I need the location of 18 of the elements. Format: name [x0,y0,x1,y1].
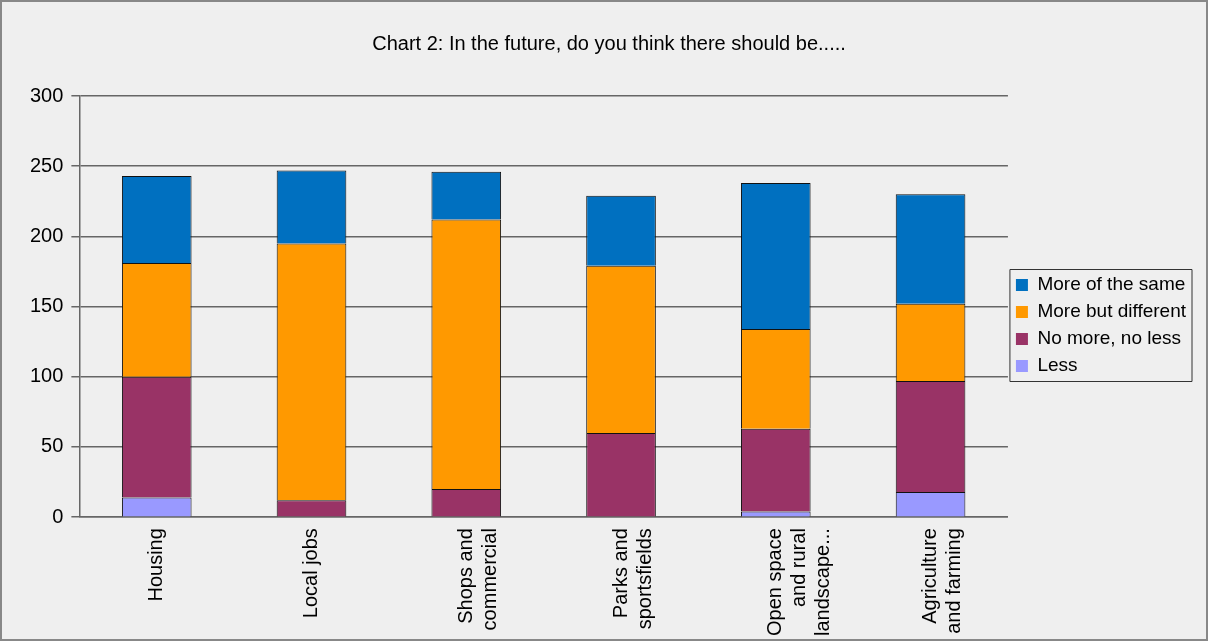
x-tick-label: Housing [144,528,167,602]
legend-label: More but different [1037,300,1187,322]
y-tick-label: 50 [41,434,64,457]
y-tick-label: 0 [52,504,64,527]
x-tick-label: Open space and rural landscape... [763,528,834,637]
x-tick-label: Local jobs [299,528,322,619]
x-tick-label: Parks and sportsfields [608,528,655,630]
legend-label: No more, no less [1037,327,1182,349]
y-tick-label: 200 [29,223,64,246]
chart-title: Chart 2: In the future, do you think there should be..... [372,31,846,54]
legend-label: Less [1037,354,1078,376]
y-tick-label: 300 [29,83,64,106]
y-tick-label: 100 [29,364,64,387]
x-tick-label: Shops and commercial [453,528,500,631]
legend-label: More of the same [1037,273,1186,295]
y-tick-label: 250 [29,153,64,176]
x-tick-label: Agriculture and farming [918,528,965,634]
y-tick-label: 150 [29,294,64,317]
